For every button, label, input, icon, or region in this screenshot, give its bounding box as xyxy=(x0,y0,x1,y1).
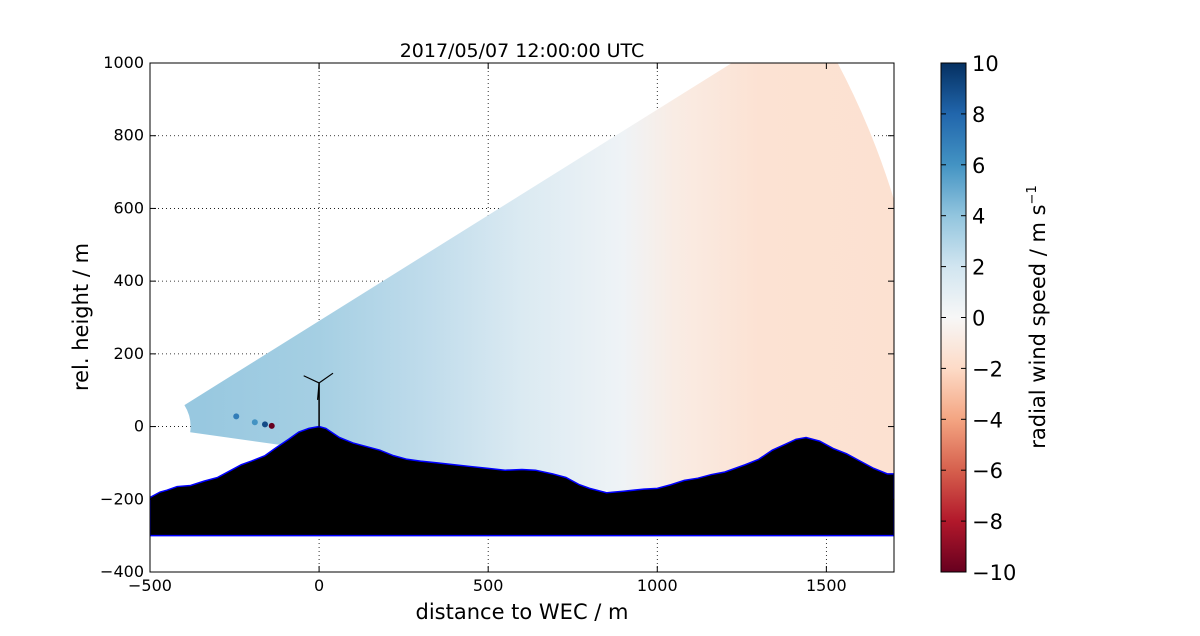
colorbar-tick-label: 6 xyxy=(972,154,985,178)
colorbar-label-exponent: −1 xyxy=(1025,185,1040,204)
turbine-blade xyxy=(303,375,320,384)
x-tick-label: −500 xyxy=(128,576,172,595)
turbine-blade xyxy=(317,382,320,400)
x-tick-label: 1000 xyxy=(637,576,678,595)
colorbar: 10 8 6 4 2 0 −2 −4 −6 −8 −10 radial wind speed / m… xyxy=(940,52,1050,585)
y-tick-label: −400 xyxy=(100,562,144,581)
x-axis-label: distance to WEC / m xyxy=(416,600,629,624)
x-ticks: −500 0 500 1000 1500 xyxy=(128,63,847,595)
colorbar-tick-label: −2 xyxy=(972,357,1003,381)
y-tick-label: 200 xyxy=(113,344,144,363)
data-point xyxy=(261,421,268,428)
x-tick-label: 500 xyxy=(473,576,504,595)
colorbar-tick-label: 0 xyxy=(972,307,985,331)
x-tick-label: 0 xyxy=(314,576,324,595)
y-tick-label: 1000 xyxy=(103,53,144,72)
y-ticks: −400 −200 0 200 400 600 800 1000 xyxy=(100,53,894,581)
plot-frame xyxy=(149,62,895,573)
y-tick-label: 400 xyxy=(113,271,144,290)
colorbar-tick-label: −8 xyxy=(972,510,1003,534)
colorbar-tick-label: 8 xyxy=(972,103,985,127)
terrain xyxy=(150,425,894,537)
scan-sector xyxy=(184,63,894,532)
colorbar-tick-label: 2 xyxy=(972,256,985,280)
colorbar-tick-label: 10 xyxy=(972,52,999,76)
x-tick-label: 1500 xyxy=(806,576,847,595)
turbine-icon xyxy=(303,372,334,427)
data-point xyxy=(268,422,275,429)
colorbar-tick-label: −10 xyxy=(972,561,1016,585)
colorbar-label-text: radial wind speed / m s xyxy=(1026,204,1050,448)
chart-title: 2017/05/07 12:00:00 UTC xyxy=(400,40,645,62)
colorbar-tick-label: 4 xyxy=(972,205,985,229)
colorbar-ticks: 10 8 6 4 2 0 −2 −4 −6 −8 −10 xyxy=(941,52,1016,585)
data-point xyxy=(233,413,240,420)
colorbar-tick-label: −4 xyxy=(972,408,1003,432)
y-tick-label: 600 xyxy=(113,198,144,217)
y-tick-label: −200 xyxy=(100,489,144,508)
y-tick-label: 0 xyxy=(134,417,144,436)
extra-points xyxy=(233,413,275,429)
data-point xyxy=(251,419,258,426)
colorbar-tick-label: −6 xyxy=(972,459,1003,483)
y-tick-label: 800 xyxy=(113,126,144,145)
turbine-blade xyxy=(318,372,334,384)
plot-area: −500 0 500 1000 1500 −400 −200 0 200 400 600 800 10… xyxy=(100,53,895,595)
y-axis-label: rel. height / m xyxy=(69,243,93,391)
colorbar-label: radial wind speed / m s−1 xyxy=(1025,185,1050,448)
